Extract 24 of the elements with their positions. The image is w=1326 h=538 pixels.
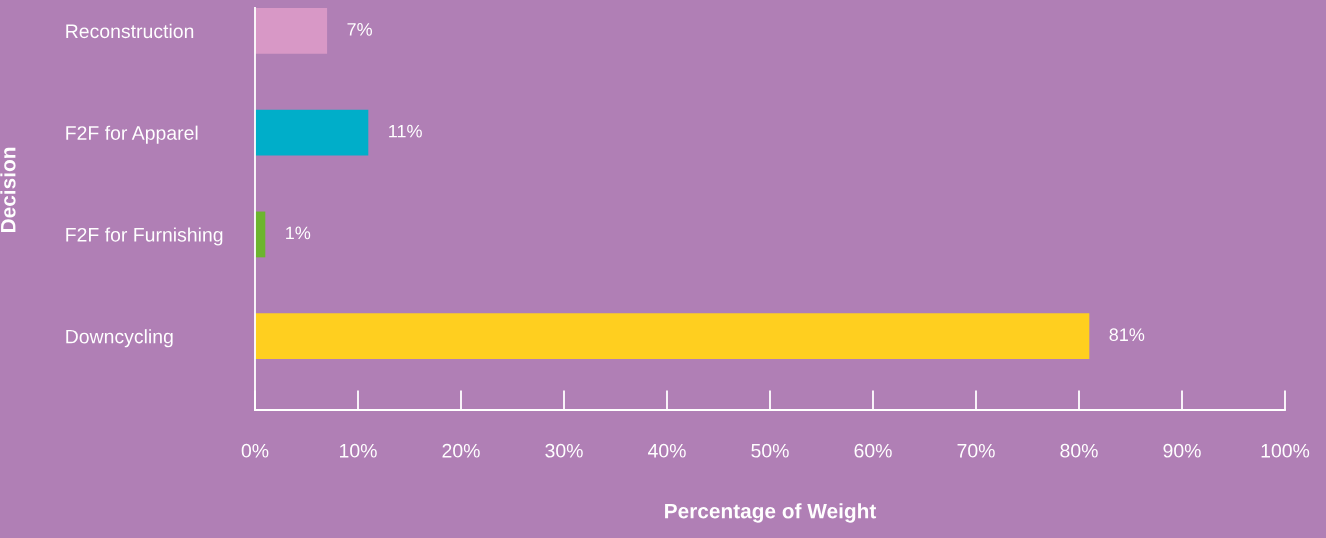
x-tick-label: 30%: [545, 443, 583, 458]
bar: [255, 8, 328, 54]
x-tick-label: 80%: [1060, 443, 1098, 458]
y-tick-label: Reconstruction: [66, 23, 194, 39]
y-tick-label: F2F for Furnishing: [66, 227, 223, 246]
x-tick-label: 40%: [647, 443, 686, 458]
data-label: 1%: [286, 226, 311, 240]
x-tick-label: 0%: [241, 443, 269, 458]
x-tick-label: 20%: [442, 443, 480, 458]
data-label: 7%: [347, 23, 372, 36]
x-tick-label: 100%: [1261, 443, 1310, 458]
x-tick-label: 90%: [1163, 443, 1201, 458]
y-tick-label: F2F for Apparel: [66, 125, 198, 144]
x-axis-title: Percentage of Weight: [665, 503, 877, 523]
x-tick-label: 60%: [854, 443, 892, 458]
bar: [255, 109, 369, 156]
bar: [255, 313, 1090, 360]
x-tick-label: 50%: [751, 443, 789, 458]
x-tick-label: 70%: [957, 443, 995, 458]
x-tick-label: 10%: [340, 443, 377, 458]
y-tick-label: Downcycling: [66, 329, 173, 348]
data-label: 11%: [389, 124, 422, 138]
data-label: 81%: [1109, 328, 1145, 342]
y-axis-title: Decision: [0, 147, 16, 233]
